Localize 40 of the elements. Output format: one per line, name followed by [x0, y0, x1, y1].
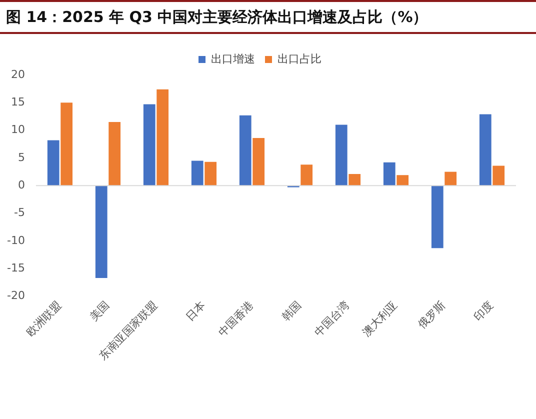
bar	[252, 138, 265, 186]
legend-label: 出口占比	[278, 52, 322, 66]
bar	[239, 115, 252, 186]
bar	[60, 102, 73, 186]
bar	[479, 114, 492, 186]
chart-title: 图 14：2025 年 Q3 中国对主要经济体出口增速及占比（%）	[0, 0, 536, 34]
y-tick-label: -5	[14, 206, 25, 220]
bar	[204, 162, 217, 186]
bar	[300, 164, 313, 186]
y-tick-label: -15	[7, 261, 25, 274]
y-tick-label: 20	[10, 68, 25, 81]
y-tick-label: -10	[7, 234, 25, 247]
bar	[156, 89, 169, 186]
bar	[47, 140, 60, 186]
x-tick-label: 中国台湾	[312, 298, 352, 340]
bar	[143, 104, 156, 186]
x-tick-label: 欧洲联盟	[24, 298, 64, 340]
y-tick-label: 5	[18, 150, 25, 164]
bar	[444, 172, 457, 186]
bar	[396, 175, 409, 186]
x-tick-label: 美国	[87, 298, 112, 324]
bar	[431, 186, 444, 248]
y-tick-label: 15	[10, 96, 25, 109]
bar	[95, 186, 108, 278]
y-tick-label: 10	[10, 123, 25, 136]
bar	[191, 160, 204, 186]
x-tick-label: 韩国	[279, 298, 304, 324]
y-tick-label: -20	[7, 289, 25, 302]
x-tick-label: 中国香港	[216, 298, 256, 340]
y-tick-label: 0	[18, 178, 25, 192]
x-tick-label: 日本	[183, 298, 208, 324]
x-tick-label: 俄罗斯	[416, 298, 448, 332]
bar	[348, 174, 361, 186]
x-tick-label: 澳大利亚	[360, 298, 400, 340]
bar	[335, 124, 348, 186]
bar	[108, 122, 121, 186]
bar	[492, 166, 505, 186]
x-tick-label: 印度	[471, 298, 496, 324]
legend-label: 出口增速	[211, 52, 255, 66]
bar	[383, 162, 396, 186]
